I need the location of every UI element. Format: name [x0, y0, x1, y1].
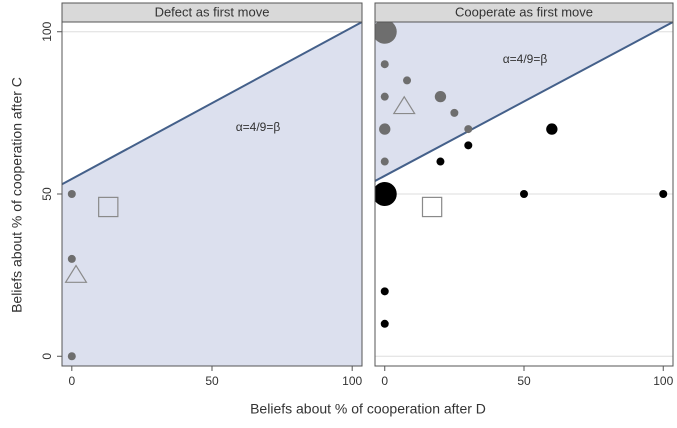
- panel-title: Defect as first move: [155, 4, 270, 19]
- point: [67, 190, 76, 198]
- x-tick-label: 0: [68, 374, 75, 388]
- square-marker: [98, 196, 119, 218]
- point: [403, 76, 412, 85]
- y-axis-label: Beliefs about % of cooperation after C: [9, 77, 25, 313]
- point: [464, 125, 473, 134]
- y-tick-label: 50: [40, 187, 54, 201]
- point: [659, 190, 668, 198]
- x-tick-label: 0: [381, 374, 388, 388]
- panel-title: Cooperate as first move: [455, 4, 593, 19]
- point: [375, 22, 397, 44]
- point: [546, 123, 558, 135]
- x-axis-label: Beliefs about % of cooperation after D: [250, 401, 486, 417]
- point: [434, 90, 447, 103]
- point: [380, 157, 389, 166]
- point: [375, 182, 397, 206]
- boundary-line: [62, 22, 362, 186]
- point: [67, 254, 76, 263]
- x-tick-label: 50: [205, 374, 219, 388]
- point: [67, 352, 76, 361]
- shaded-region: [62, 22, 362, 366]
- shaded-region: [375, 22, 673, 182]
- point: [379, 123, 391, 135]
- point: [464, 141, 473, 150]
- point: [450, 108, 459, 117]
- square-marker: [421, 196, 443, 218]
- boundary-line: [375, 22, 673, 182]
- point: [380, 60, 389, 69]
- x-tick-label: 50: [517, 374, 531, 388]
- triangle-marker: [64, 264, 88, 283]
- triangle-marker: [392, 95, 416, 115]
- point: [436, 157, 445, 166]
- point: [380, 287, 389, 296]
- x-tick-label: 100: [342, 374, 362, 388]
- point: [380, 319, 389, 328]
- annotation: α=4/9=β: [503, 52, 548, 66]
- y-tick-label: 100: [40, 21, 54, 41]
- point: [380, 92, 389, 101]
- point: [520, 190, 528, 198]
- plot-layer: [62, 22, 362, 366]
- annotation: α=4/9=β: [236, 120, 281, 134]
- y-tick-label: 0: [40, 353, 54, 360]
- x-tick-label: 100: [653, 374, 673, 388]
- plot-layer: [375, 22, 673, 357]
